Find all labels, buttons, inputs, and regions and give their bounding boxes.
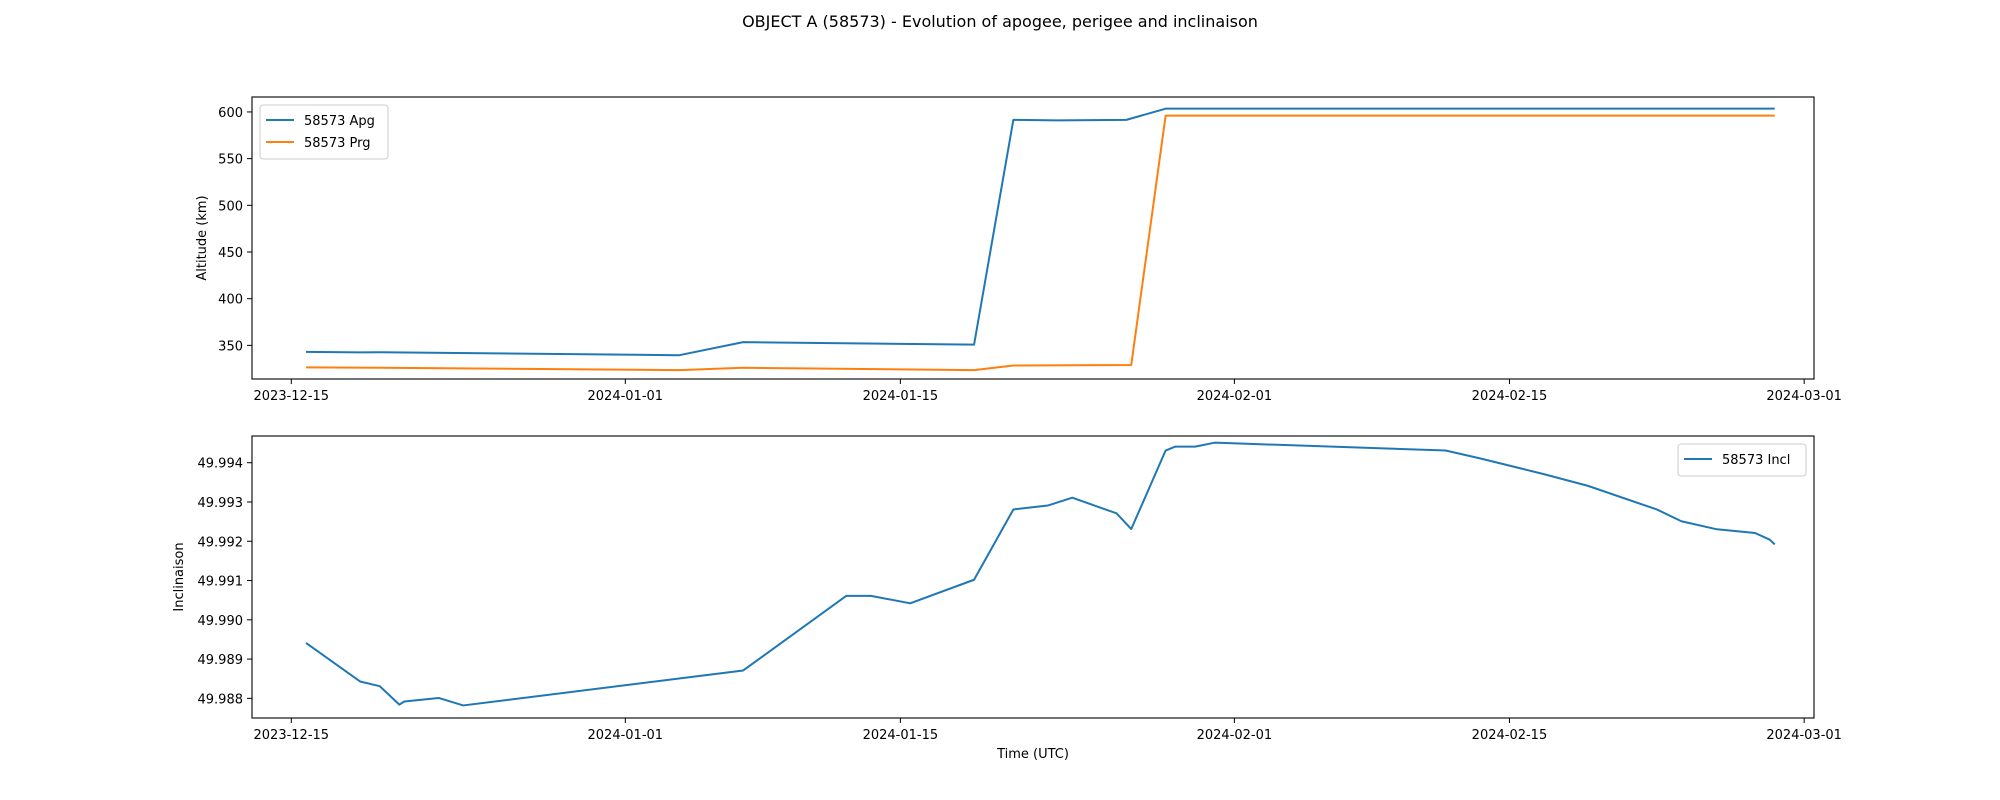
plot2-y-tick-label: 49.990 xyxy=(198,614,244,629)
plot1-legend-label-2: 58573 Prg xyxy=(304,136,370,151)
plot1-x-tick-label: 2024-02-15 xyxy=(1472,389,1548,404)
plot2-y-tick-label: 49.989 xyxy=(198,653,244,668)
plot1-axes-frame xyxy=(251,96,1815,380)
plot1-y-tick-label: 350 xyxy=(218,339,243,354)
plot1-series-line-2 xyxy=(306,114,1775,372)
plot1-legend-label-1: 58573 Apg xyxy=(304,114,375,129)
plot1-x-tick-label: 2024-03-01 xyxy=(1766,389,1842,404)
plot2-x-tick-label: 2023-12-15 xyxy=(254,728,330,743)
plot2-x-tick-label: 2024-01-01 xyxy=(588,728,664,743)
plot2-x-axis-label: Time (UTC) xyxy=(996,747,1069,762)
figure-title: OBJECT A (58573) - Evolution of apogee, … xyxy=(742,12,1258,31)
plot1-x-tick-label: 2024-01-15 xyxy=(863,389,939,404)
plot2-y-tick-label: 49.993 xyxy=(198,496,244,511)
plot1-y-tick-label: 400 xyxy=(218,293,243,308)
plot2-x-tick-label: 2024-01-15 xyxy=(863,728,939,743)
plot1-x-tick-label: 2024-02-01 xyxy=(1197,389,1273,404)
plot1-y-axis-label: Altitude (km) xyxy=(195,195,210,280)
plot2-y-tick-label: 49.994 xyxy=(198,457,244,472)
plot1-y-tick-label: 450 xyxy=(218,246,243,261)
plot2-legend-box xyxy=(1677,443,1807,477)
plot2-y-tick-label: 49.992 xyxy=(198,535,244,550)
plot1-x-tick-label: 2023-12-15 xyxy=(254,389,330,404)
plot1-series-line-1 xyxy=(306,107,1775,357)
plot1-y-tick-label: 500 xyxy=(218,199,243,214)
plot2-x-tick-label: 2024-02-15 xyxy=(1472,728,1548,743)
plot2-y-tick-label: 49.991 xyxy=(198,575,244,590)
plot2-x-tick-label: 2024-02-01 xyxy=(1197,728,1273,743)
plot1-x-tick-label: 2024-01-01 xyxy=(588,389,664,404)
plot2-legend-label-1: 58573 Incl xyxy=(1722,453,1790,468)
plot2-x-tick-label: 2024-03-01 xyxy=(1766,728,1842,743)
plot1-y-tick-label: 550 xyxy=(218,153,243,168)
plot2-axes-frame xyxy=(251,435,1815,719)
plot2-series-line-1 xyxy=(305,441,1776,707)
plot1-legend-box xyxy=(259,104,389,160)
plot1-y-tick-label: 600 xyxy=(218,106,243,121)
plot2-y-axis-label: Inclinaison xyxy=(172,542,187,611)
plot2-y-tick-label: 49.988 xyxy=(198,692,244,707)
